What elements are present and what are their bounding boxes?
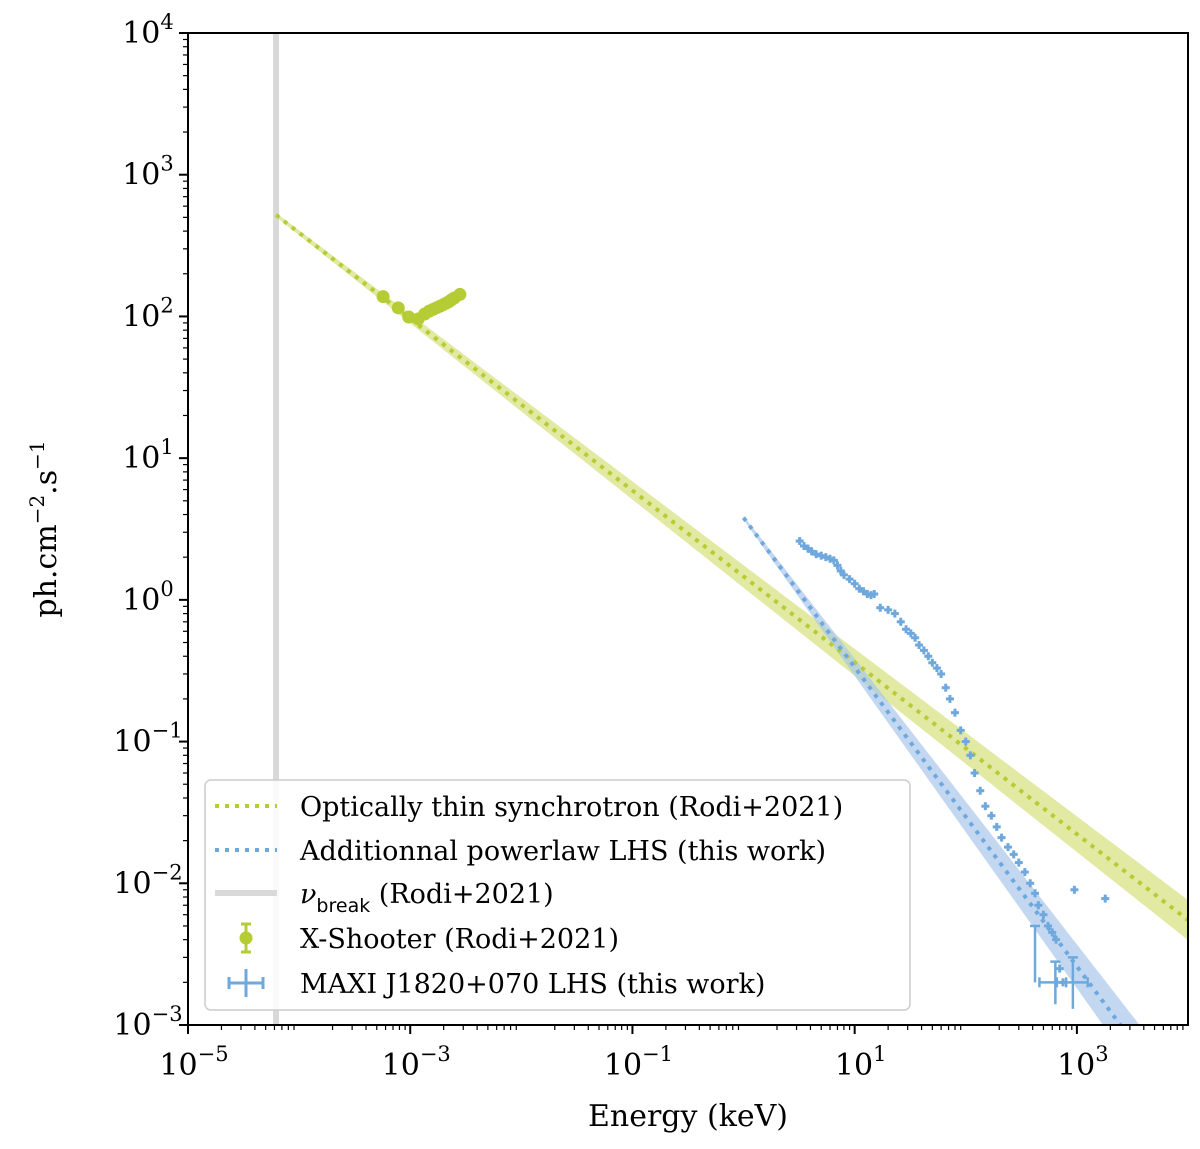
xshooter-point [453,287,467,301]
x-tick-label: 101 [835,1042,887,1083]
legend-label-maxi: MAXI J1820+070 LHS (this work) [300,969,765,1000]
lhs-model-line [741,516,1123,1025]
x-tick-label: 10−3 [382,1042,451,1083]
legend-label-xshooter: X-Shooter (Rodi+2021) [300,924,619,955]
y-axis-title: ph.cm−2.s−1 [25,440,64,617]
legend-label-lhs: Additionnal powerlaw LHS (this work) [299,836,826,867]
y-tick-label: 100 [122,577,174,618]
synchrotron-band [276,212,1188,941]
xshooter-point [391,301,405,315]
y-tick-label: 10−2 [113,860,182,901]
lhs-band [743,515,1140,1025]
y-tick-label: 10−3 [113,1002,182,1043]
legend: Optically thin synchrotron (Rodi+2021) Ad… [204,779,911,1011]
plot-area [273,33,1188,1025]
y-tick-label: 103 [122,152,174,193]
y-tick-label: 104 [122,10,174,51]
y-tick-label: 102 [122,293,174,334]
x-tick-label: 103 [1057,1042,1109,1083]
y-tick-label: 101 [122,435,174,476]
y-tick-label: 10−1 [113,719,182,760]
x-axis-title: Energy (keV) [588,1099,788,1134]
legend-handle-xshooter-dot [239,931,253,945]
x-tick-label: 10−1 [604,1042,673,1083]
legend-box [204,779,911,1011]
synchrotron-model-line [274,213,1188,922]
axes-frame [187,32,1189,1026]
legend-label-break: νbreak (Rodi+2021) [300,879,554,917]
xshooter-point [376,290,390,304]
x-tick-label: 10−5 [159,1042,228,1083]
legend-label-synchrotron: Optically thin synchrotron (Rodi+2021) [300,792,843,823]
